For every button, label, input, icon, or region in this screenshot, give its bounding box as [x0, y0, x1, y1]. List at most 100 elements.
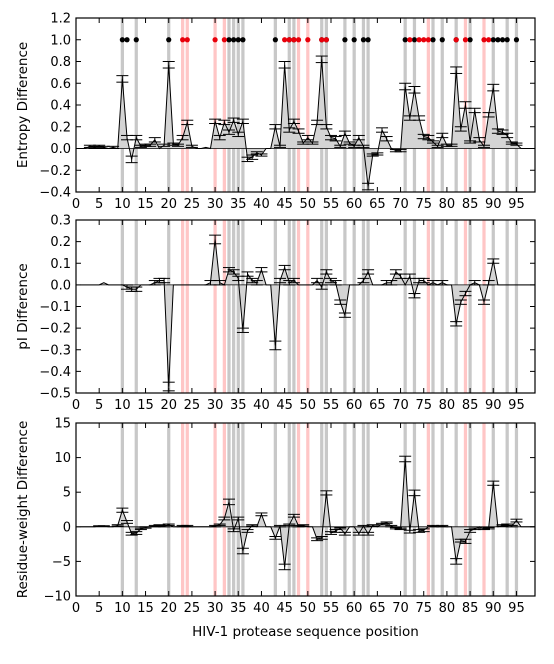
marker-dot-red: [305, 37, 311, 43]
x-tick-label: 90: [485, 601, 502, 616]
x-tick-label: 85: [462, 197, 479, 212]
y-tick-label: 0.8: [50, 55, 71, 70]
highlight-band-gray: [287, 18, 291, 192]
highlight-band-red: [185, 423, 189, 596]
highlight-band-red: [426, 423, 430, 596]
highlight-band-red: [296, 18, 301, 192]
highlight-band-gray: [287, 220, 291, 393]
highlight-band-gray: [431, 18, 435, 192]
highlight-band-gray: [366, 18, 370, 192]
error-bar: [97, 525, 110, 527]
error-bar: [315, 535, 328, 540]
highlight-band-red: [181, 423, 185, 596]
error-bar: [232, 516, 245, 521]
x-tick-label: 5: [95, 197, 103, 212]
error-bar: [241, 529, 254, 533]
error-bar: [130, 286, 143, 292]
marker-dot-black: [430, 37, 436, 43]
marker-dot-black: [342, 37, 348, 43]
error-bar: [464, 140, 477, 144]
marker-dot-black: [226, 37, 232, 43]
x-tick-label: 20: [160, 197, 177, 212]
highlight-band-gray: [232, 423, 236, 596]
series-area: [80, 239, 536, 387]
x-tick-label: 15: [137, 197, 154, 212]
x-tick-label: 20: [160, 601, 177, 616]
error-bar: [209, 118, 222, 124]
x-tick-label: 65: [369, 197, 386, 212]
highlight-band-gray: [120, 220, 124, 393]
error-bar: [380, 136, 393, 142]
y-tick-label: 0.1: [50, 257, 71, 272]
y-tick-label: −0.2: [39, 164, 71, 179]
error-bar: [287, 118, 300, 124]
error-bar: [427, 140, 439, 144]
highlight-band-gray: [134, 220, 138, 393]
marker-dot-red: [319, 37, 325, 43]
error-bar: [162, 523, 175, 526]
error-bar: [417, 528, 430, 533]
error-bar: [376, 127, 388, 133]
highlight-band-gray: [468, 423, 472, 596]
highlight-band-gray: [468, 220, 472, 393]
error-bar: [334, 144, 347, 148]
y-tick-label: 0.6: [50, 77, 71, 92]
x-tick-label: 65: [369, 398, 386, 413]
x-tick-label: 55: [323, 398, 340, 413]
y-tick-label: 5: [63, 486, 71, 501]
error-bar: [236, 327, 249, 333]
highlight-band-red: [463, 423, 468, 596]
error-bar: [223, 129, 235, 135]
highlight-band-gray: [292, 18, 296, 192]
y-tick-label: 0.0: [50, 278, 71, 293]
x-tick-label: 50: [300, 398, 317, 413]
error-bar: [292, 128, 305, 134]
y-axis-label: pI Difference: [15, 263, 31, 349]
marker-dot-red: [407, 37, 413, 43]
highlight-band-red: [482, 220, 486, 393]
highlight-band-gray: [431, 220, 435, 393]
error-bar: [473, 137, 486, 143]
error-bar: [329, 136, 342, 142]
error-bar: [107, 145, 120, 149]
error-bar: [417, 277, 430, 284]
highlight-band-red: [296, 220, 301, 393]
highlight-band-gray: [320, 423, 324, 596]
x-tick-label: 25: [184, 398, 201, 413]
error-bar: [315, 55, 328, 64]
error-bar: [385, 280, 398, 286]
error-bar: [255, 512, 268, 517]
x-tick-label: 70: [392, 398, 409, 413]
error-bar: [241, 271, 254, 277]
error-bar: [482, 112, 495, 118]
marker-dot-black: [351, 37, 357, 43]
highlight-band-red: [222, 220, 226, 393]
y-tick-label: 0.4: [50, 99, 71, 114]
highlight-band-gray: [440, 18, 444, 192]
x-tick-label: 40: [253, 197, 270, 212]
x-tick-label: 70: [392, 601, 409, 616]
marker-dot-black: [166, 37, 172, 43]
x-tick-label: 75: [415, 398, 432, 413]
error-bar: [385, 524, 398, 528]
error-bar: [487, 83, 500, 92]
marker-dot-red: [486, 37, 492, 43]
x-tick-label: 85: [462, 398, 479, 413]
x-tick-label: 60: [346, 197, 363, 212]
error-bar: [450, 321, 463, 327]
highlight-band-gray: [241, 423, 245, 596]
error-bar: [283, 127, 296, 133]
highlight-band-red: [185, 220, 189, 393]
x-tick-label: 70: [392, 197, 409, 212]
error-bar: [125, 155, 138, 164]
x-tick-label: 95: [508, 197, 525, 212]
error-bar: [172, 143, 184, 147]
highlight-band-red: [482, 18, 486, 192]
error-bar: [236, 118, 249, 124]
x-tick-label: 5: [95, 398, 103, 413]
error-bar: [505, 524, 518, 528]
marker-dot-red: [291, 37, 297, 43]
highlight-band-gray: [505, 423, 509, 596]
error-bar: [468, 280, 481, 286]
